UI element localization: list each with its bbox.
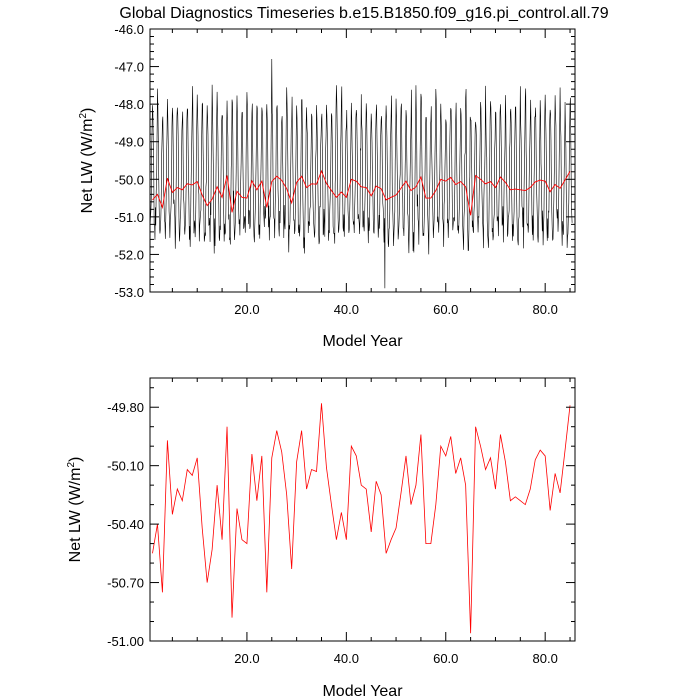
x-axis-title: Model Year <box>322 683 403 700</box>
y-tick-label: -49.80 <box>107 400 144 415</box>
x-axis-title: Model Year <box>322 333 403 350</box>
y-tick-label: -51.00 <box>107 634 144 649</box>
y-axis-title-main: Net LW (W/m <box>67 468 84 563</box>
x-tick-label: 80.0 <box>533 651 558 666</box>
x-tick-label: 20.0 <box>234 651 259 666</box>
annual-mean-series-line <box>152 403 571 634</box>
y-axis-title: Net LW (W/m2) <box>66 457 84 563</box>
x-tick-label: 60.0 <box>433 651 458 666</box>
x-tick-label: 80.0 <box>533 302 558 317</box>
plot-frame <box>149 28 576 293</box>
y-tick-label: -50.40 <box>107 517 144 532</box>
y-axis-title-close: ) <box>67 457 84 462</box>
bottom-annual-panel: 20.0 40.0 60.0 80.0 -51.00 -50.70 -50.40 -50.10… <box>66 377 576 700</box>
y-tick-label: -51.0 <box>114 210 144 225</box>
x-tick-label: 40.0 <box>334 302 359 317</box>
monthly-series-line <box>150 59 573 289</box>
figure-title: Global Diagnostics Timeseries b.e15.B185… <box>119 5 608 22</box>
y-tick-label: -53.0 <box>114 285 144 300</box>
y-axis-title: Net LW (W/m2) <box>78 108 96 214</box>
x-tick-label: 20.0 <box>234 302 259 317</box>
plot-frame <box>149 377 576 642</box>
y-tick-label: -48.0 <box>114 97 144 112</box>
y-tick-label: -50.0 <box>114 172 144 187</box>
y-tick-label: -50.10 <box>107 459 144 474</box>
y-tick-label: -49.0 <box>114 135 144 150</box>
y-tick-label: -46.0 <box>114 22 144 37</box>
y-axis-title-close: ) <box>79 108 96 113</box>
y-axis-title-superscript: 2 <box>66 462 77 468</box>
y-tick-label: -47.0 <box>114 60 144 75</box>
x-tick-label: 40.0 <box>334 651 359 666</box>
y-tick-label: -52.0 <box>114 247 144 262</box>
top-timeseries-panel: 20.0 40.0 60.0 80.0 -53.0 -52.0 -51.0 -50.0 -49.… <box>78 22 576 350</box>
annual-mean-series-line <box>152 169 571 216</box>
x-tick-label: 60.0 <box>433 302 458 317</box>
y-axis-title-superscript: 2 <box>78 113 89 119</box>
y-tick-label: -50.70 <box>107 576 144 591</box>
y-axis-title-main: Net LW (W/m <box>79 119 96 214</box>
